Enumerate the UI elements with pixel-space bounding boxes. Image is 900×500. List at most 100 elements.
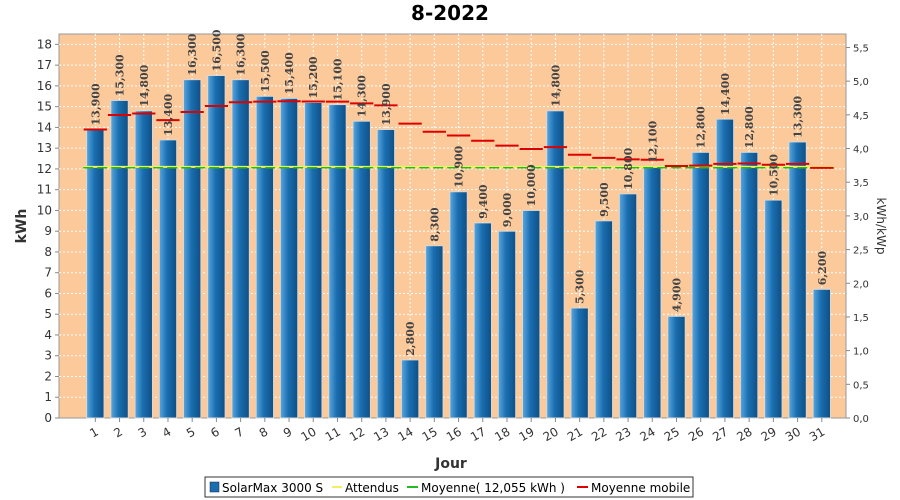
x-tick-label-16: 16 [444,424,464,444]
x-tick-label-6: 6 [208,424,222,440]
bar-day-20 [546,110,565,419]
y-tick-label: 18 [37,37,52,51]
x-tick-label-7: 7 [232,424,246,440]
x-tick-label-3: 3 [136,424,150,440]
bar-day-31 [812,288,832,419]
y2-tick-label: 0,0 [853,414,869,425]
x-axis-label: Jour [434,456,467,472]
data-label-day-14: 2,800 [404,321,417,356]
x-tick-label-26: 26 [686,424,706,444]
legend-box [204,476,694,498]
bar-day-19 [521,209,541,419]
x-tick-label-19: 19 [516,424,536,444]
data-label-day-23: 10,800 [622,147,635,189]
data-label-day-2: 15,300 [114,54,127,96]
data-label-day-29: 10,500 [767,154,780,196]
x-tick-label-15: 15 [420,424,440,444]
data-label-day-7: 16,300 [235,33,248,75]
legend-label-solarmax: SolarMax 3000 S [222,481,323,495]
data-label-day-25: 4,900 [670,278,683,313]
y-tick-label: 5 [44,307,52,321]
data-label-day-28: 12,800 [743,106,756,148]
data-label-day-24: 12,100 [646,120,659,162]
bar-day-14 [400,359,420,419]
y-axis-right: 0,0 0,5 1,0 1,5 2,0 2,5 3,0 3,5 4,0 4,5 5,0 5,5 [846,43,869,425]
x-tick-label-23: 23 [613,424,633,444]
x-tick-label-18: 18 [492,424,512,444]
x-tick-label-27: 27 [710,424,730,444]
y-tick-label: 2 [44,369,52,383]
y-tick-label: 13 [37,141,52,155]
y-tick-label: 0 [44,411,52,425]
legend: SolarMax 3000 S Attendus Moyenne( 12,055… [204,476,694,498]
x-tick-label-14: 14 [395,424,415,444]
y-tick-label: 3 [44,349,52,363]
data-label-day-22: 9,500 [598,182,611,217]
x-tick-label-13: 13 [371,424,391,444]
y-tick-label: 17 [37,58,52,72]
data-labels: 13,900 15,300 14,800 13,400 16,300 16,500 16,3… [89,29,828,356]
x-axis: 1 2 3 4 5 6 7 8 9 10 11 12 13 14 15 16 17 18 19 20 21 22 23 24 2… [87,418,827,444]
legend-swatch-solarmax [209,481,220,493]
data-label-day-3: 14,800 [138,64,151,106]
bar-day-18 [497,230,517,419]
bar-day-12 [352,120,371,419]
data-label-day-18: 9,000 [501,192,514,227]
y2-tick-label: 0,5 [853,380,869,391]
bar-day-25 [667,315,686,419]
data-label-day-16: 10,900 [453,145,466,187]
y-tick-label: 10 [37,203,52,217]
bar-day-1 [86,128,105,419]
data-label-day-30: 13,300 [792,95,805,137]
y-tick-label: 12 [37,162,52,176]
data-label-day-6: 16,500 [210,29,223,71]
bar-day-23 [618,193,638,419]
bar-day-24 [643,166,662,419]
x-tick-label-31: 31 [807,424,827,444]
data-label-day-19: 10,000 [525,164,538,206]
bar-day-28 [739,151,759,419]
y-tick-label: 16 [37,79,52,93]
y-tick-label: 1 [44,390,52,404]
x-tick-label-2: 2 [111,424,125,440]
y2-tick-label: 3,5 [853,178,869,189]
x-tick-label-4: 4 [160,424,174,440]
chart-title: 8-2022 [411,1,489,25]
bar-day-22 [594,220,614,419]
data-label-day-15: 8,300 [428,207,441,242]
bar-day-8 [255,95,275,419]
x-tick-label-10: 10 [299,424,319,444]
y-tick-label: 14 [37,120,52,134]
y2-tick-label: 2,5 [853,246,869,257]
legend-label-moyenne-mobile: Moyenne mobile [591,481,690,495]
data-label-day-13: 13,900 [380,83,393,125]
y2-tick-label: 4,0 [853,145,869,156]
data-label-day-20: 14,800 [549,64,562,106]
bar-day-5 [182,79,202,419]
bar-day-15 [425,245,444,419]
x-tick-label-24: 24 [638,424,658,444]
x-tick-label-17: 17 [468,424,488,444]
data-label-day-10: 15,200 [307,56,320,98]
y2-tick-label: 3,0 [853,212,869,223]
y2-tick-label: 1,5 [853,313,869,324]
data-label-day-26: 12,800 [695,106,708,148]
y2-tick-label: 5,5 [853,43,869,54]
y-tick-label: 7 [44,266,52,280]
y2-tick-label: 2,0 [853,279,869,290]
y2-tick-label: 5,0 [853,77,869,88]
bar-day-26 [691,151,710,419]
bar-day-17 [473,222,492,419]
data-label-day-9: 15,400 [283,52,296,94]
bar-day-11 [328,104,347,419]
data-label-day-8: 15,500 [259,50,272,92]
data-label-day-12: 14,300 [356,75,369,117]
bar-day-2 [110,99,129,419]
bar-day-6 [207,75,226,419]
data-label-day-5: 16,300 [186,33,199,75]
x-tick-label-8: 8 [257,424,271,440]
y2-axis-label: kWh/kWp [874,198,888,255]
y-tick-label: 9 [44,224,52,238]
